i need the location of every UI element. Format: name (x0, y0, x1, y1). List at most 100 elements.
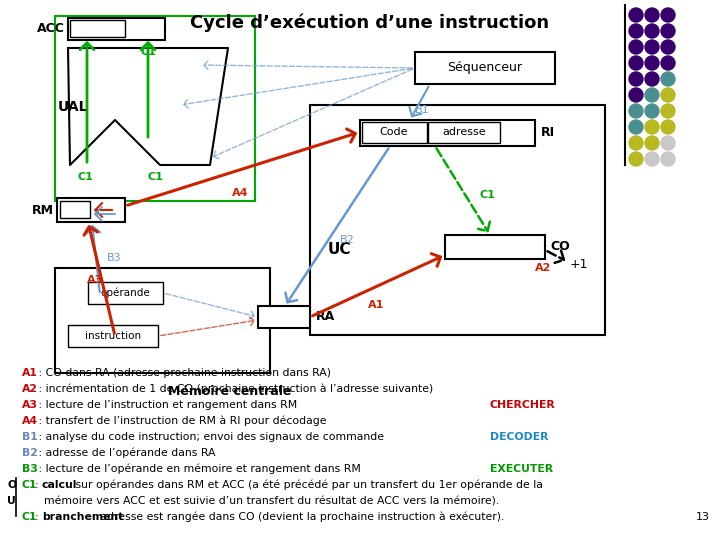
Bar (68, 18, 165, 40)
Text: : analyse du code instruction; envoi des signaux de commande: : analyse du code instruction; envoi des… (35, 432, 384, 442)
Circle shape (645, 136, 659, 150)
Circle shape (645, 8, 659, 22)
Text: C1: C1 (22, 480, 37, 490)
Text: sur opérandes dans RM et ACC (a été précédé par un transfert du 1er opérande de : sur opérandes dans RM et ACC (a été préc… (72, 480, 543, 490)
Circle shape (645, 24, 659, 38)
Circle shape (661, 104, 675, 118)
Text: O: O (7, 480, 16, 490)
Text: A1: A1 (22, 368, 38, 378)
Text: A3: A3 (86, 275, 103, 285)
Circle shape (645, 104, 659, 118)
Text: U: U (7, 496, 16, 506)
Text: CO: CO (550, 240, 570, 253)
Text: C1: C1 (140, 47, 156, 57)
Circle shape (629, 72, 643, 86)
Circle shape (629, 120, 643, 134)
Bar (57, 198, 125, 222)
Bar (88, 282, 163, 304)
Text: adresse: adresse (442, 127, 486, 137)
Text: B3: B3 (107, 253, 122, 263)
Bar (60, 201, 90, 218)
Text: B3: B3 (22, 464, 38, 474)
Circle shape (645, 152, 659, 166)
Circle shape (661, 88, 675, 102)
Text: : CO dans RA (adresse prochaine instruction dans RA): : CO dans RA (adresse prochaine instruct… (35, 368, 331, 378)
Circle shape (629, 88, 643, 102)
Text: Cycle d’exécution d’une instruction: Cycle d’exécution d’une instruction (190, 13, 549, 31)
Bar (362, 122, 427, 143)
Bar (445, 235, 545, 259)
Text: C1: C1 (78, 172, 94, 182)
Text: Code: Code (379, 127, 408, 137)
Text: UAL: UAL (58, 100, 89, 114)
Circle shape (645, 56, 659, 70)
Text: :: : (35, 480, 42, 490)
Bar (70, 20, 125, 37)
Circle shape (645, 120, 659, 134)
Text: opérande: opérande (100, 288, 150, 298)
Text: DECODER: DECODER (490, 432, 549, 442)
Text: A4: A4 (232, 188, 248, 198)
Circle shape (661, 24, 675, 38)
Circle shape (629, 40, 643, 54)
Circle shape (661, 136, 675, 150)
Circle shape (661, 56, 675, 70)
Bar (415, 52, 555, 84)
Text: EXECUTER: EXECUTER (490, 464, 553, 474)
Circle shape (629, 104, 643, 118)
Text: : incrémentation de 1 de CO (prochaine instruction à l’adresse suivante): : incrémentation de 1 de CO (prochaine i… (35, 384, 433, 395)
Text: B1: B1 (415, 105, 430, 115)
Circle shape (661, 8, 675, 22)
Text: adresse est rangée dans CO (devient la prochaine instruction à exécuter).: adresse est rangée dans CO (devient la p… (97, 512, 505, 523)
Bar (55, 16, 255, 201)
Bar (310, 105, 605, 335)
Circle shape (661, 152, 675, 166)
Circle shape (661, 72, 675, 86)
Circle shape (645, 72, 659, 86)
Text: Mémoire centrale: Mémoire centrale (168, 385, 292, 398)
Text: A2: A2 (535, 263, 552, 273)
Circle shape (629, 136, 643, 150)
Text: mémoire vers ACC et est suivie d’un transfert du résultat de ACC vers la mémoire: mémoire vers ACC et est suivie d’un tran… (44, 496, 499, 506)
Text: B2: B2 (22, 448, 38, 458)
Bar (360, 120, 535, 146)
Bar (68, 325, 158, 347)
Text: RA: RA (316, 310, 336, 323)
Text: B1: B1 (22, 432, 37, 442)
Text: UC: UC (328, 242, 351, 258)
Text: ACC: ACC (37, 23, 65, 36)
Text: C1: C1 (148, 172, 164, 182)
Text: RM: RM (32, 204, 54, 217)
Bar (258, 306, 310, 328)
Bar (428, 122, 500, 143)
Circle shape (661, 120, 675, 134)
Circle shape (645, 40, 659, 54)
Circle shape (629, 56, 643, 70)
Text: +1: +1 (570, 259, 588, 272)
Text: C1: C1 (480, 190, 496, 200)
Text: calcul: calcul (42, 480, 77, 490)
Text: A3: A3 (22, 400, 38, 410)
Text: CHERCHER: CHERCHER (490, 400, 556, 410)
Text: Séquenceur: Séquenceur (448, 62, 523, 75)
Text: C1: C1 (22, 512, 37, 522)
Text: : lecture de l’opérande en mémoire et rangement dans RM: : lecture de l’opérande en mémoire et ra… (35, 464, 361, 475)
Text: 13: 13 (696, 512, 710, 522)
Text: A1: A1 (368, 300, 384, 310)
Text: A2: A2 (22, 384, 38, 394)
Text: : transfert de l’instruction de RM à RI pour décodage: : transfert de l’instruction de RM à RI … (35, 416, 326, 427)
Text: A4: A4 (22, 416, 38, 426)
Circle shape (661, 40, 675, 54)
Text: : lecture de l’instruction et rangement dans RM: : lecture de l’instruction et rangement … (35, 400, 297, 410)
Text: : adresse de l’opérande dans RA: : adresse de l’opérande dans RA (35, 448, 215, 458)
Circle shape (629, 8, 643, 22)
Text: B2: B2 (340, 235, 355, 245)
Text: instruction: instruction (85, 331, 141, 341)
Text: :: : (35, 512, 42, 522)
Text: branchement: branchement (42, 512, 123, 522)
Text: RI: RI (541, 126, 555, 139)
Circle shape (629, 24, 643, 38)
Bar (55, 268, 270, 373)
Circle shape (629, 152, 643, 166)
Circle shape (645, 88, 659, 102)
